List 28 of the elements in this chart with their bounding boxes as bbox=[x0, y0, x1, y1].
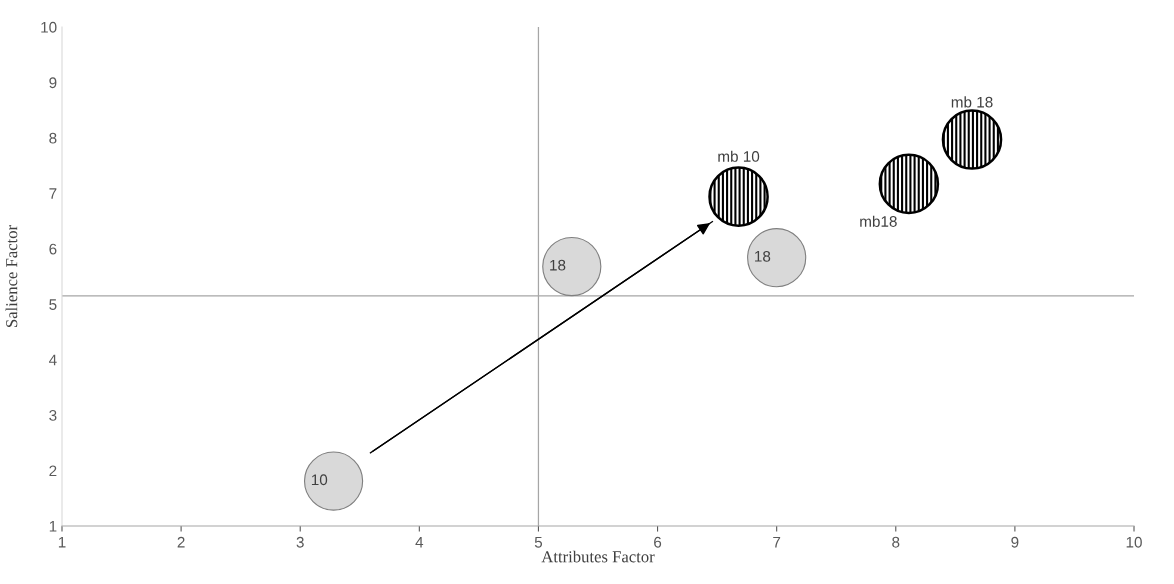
y-tick-label: 7 bbox=[49, 188, 57, 199]
x-tick-label: 8 bbox=[892, 536, 900, 548]
x-tick-label: 6 bbox=[654, 536, 662, 548]
annotation: 10 bbox=[311, 474, 328, 486]
x-tick-label: 9 bbox=[1011, 536, 1019, 548]
y-tick-label: 4 bbox=[48, 354, 57, 366]
y-tick-label: 2 bbox=[49, 465, 57, 477]
x-tick-label: 5 bbox=[534, 536, 543, 548]
y-tick-label: 6 bbox=[49, 243, 57, 255]
annotation: mb18 bbox=[860, 215, 897, 227]
y-tick-label: 8 bbox=[49, 132, 57, 144]
y-tick-label: 9 bbox=[49, 77, 57, 89]
x-tick-label: 4 bbox=[415, 536, 424, 548]
annotation: 18 bbox=[755, 250, 771, 262]
x-axis-title: Attributes Factor bbox=[541, 550, 655, 563]
x-tick-label: 10 bbox=[1126, 536, 1142, 548]
annotation: 18 bbox=[550, 259, 566, 271]
y-tick-label: 1 bbox=[49, 521, 57, 532]
x-tick-label: 7 bbox=[773, 536, 781, 548]
annotation: mb 10 bbox=[718, 150, 760, 162]
y-tick-label: 5 bbox=[49, 299, 57, 310]
x-tick-label: 1 bbox=[58, 536, 66, 548]
y-tick-label: 10 bbox=[41, 21, 57, 33]
annotation: mb 18 bbox=[951, 96, 993, 108]
x-tick-label: 2 bbox=[177, 536, 185, 548]
y-axis-title: Salience Factor bbox=[5, 225, 18, 327]
y-tick-label: 3 bbox=[49, 409, 57, 421]
x-tick-label: 3 bbox=[296, 536, 304, 548]
